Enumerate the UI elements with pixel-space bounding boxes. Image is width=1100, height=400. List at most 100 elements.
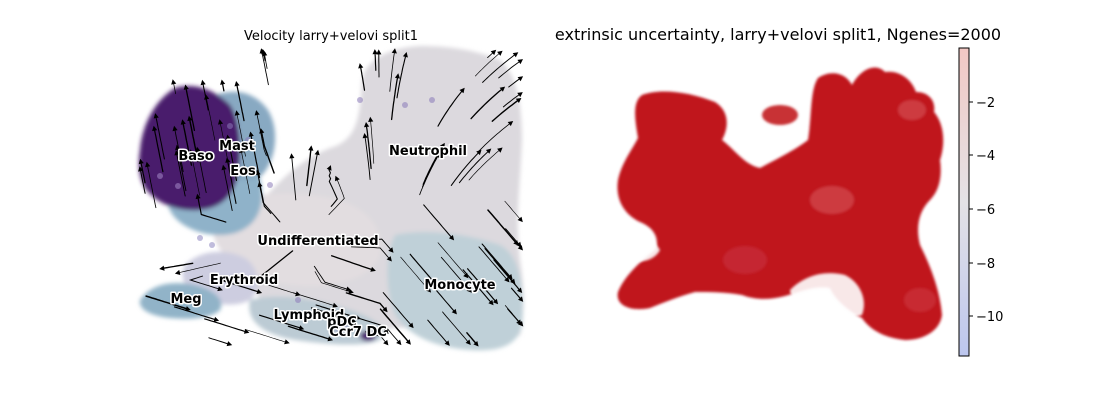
streamline [423,204,454,240]
streamline-arrowhead [386,256,392,262]
streamline-arrowhead [172,125,178,132]
streamline [196,148,207,194]
label-mast: Mast [219,139,255,154]
label-baso: Baso [178,149,213,164]
streamline [314,271,353,293]
streamline [328,177,345,215]
streamline [173,127,184,173]
streamline-arrowhead [195,146,201,153]
uncertainty-panel: extrinsic uncertainty, larry+velovi spli… [555,25,1003,357]
velocity-streamlines [139,49,523,346]
streamline [184,85,196,132]
streamline-arrowhead [405,339,411,345]
streamline-arrowhead [370,266,376,272]
streamline-arrowhead [138,166,144,172]
streamline [346,314,388,334]
streamline-arrowhead [473,341,479,347]
streamline [219,120,230,166]
streamline [256,111,267,157]
streamline [493,259,522,293]
label-undifferentiated: Undifferentiated [257,234,378,249]
colorbar: −2 −4 −6 −8 −10 [958,47,1003,357]
streamline-arrowhead [517,59,523,65]
streamline [256,171,272,214]
streamline [244,329,289,344]
streamline-arrowhead [459,87,465,94]
streamline-arrowhead [175,144,181,151]
streamline [205,95,216,141]
streamline [173,306,218,321]
edge-patch [904,288,936,312]
streamline-arrowhead [517,76,524,82]
streamline-arrowhead [159,265,165,271]
streamline-arrowhead [516,241,522,248]
streamline [387,328,401,345]
streamline-arrowhead [382,306,388,313]
streamline-arrowhead [217,286,223,292]
scatter-speckles [157,97,435,303]
streamline [458,149,491,184]
streamline [196,195,227,223]
speckle [193,297,199,303]
streamline-arrowhead [256,289,263,294]
cluster-labels: Baso Mast Eos Neutrophil Undifferentiate… [169,138,497,342]
streamline [382,292,413,328]
streamline [258,314,303,330]
cluster-lymphoid-region [249,296,384,345]
streamline-arrowhead [448,235,455,241]
streamline [255,280,300,295]
speckle [267,182,273,188]
streamline-arrowhead [518,321,524,327]
streamline [175,151,186,197]
streamline [190,150,200,196]
colorbar-gradient [958,47,970,357]
streamline-arrowhead [383,339,389,346]
streamline-arrowhead [358,63,364,69]
streamline-arrowhead [492,298,499,305]
streamline-arrowhead [234,81,240,87]
streamline [437,242,468,278]
streamline-arrowhead [234,110,240,116]
streamline-arrowhead [435,284,441,290]
streamline [498,59,522,79]
streamline [250,132,261,178]
speckle [402,102,408,108]
streamline [139,160,146,184]
streamline-arrowhead [394,73,400,79]
streamline [352,238,393,252]
streamline [330,255,375,271]
label-lymphoid: Lymphoid [274,308,345,323]
streamline [310,307,355,322]
streamline-arrowhead [255,169,261,176]
streamline-arrowhead [174,269,181,275]
edge-patch [898,100,926,120]
streamline-arrowhead [364,122,370,128]
streamline [222,166,233,212]
streamline [390,74,399,121]
colorbar-ticks [969,101,973,317]
streamline [291,154,297,201]
speckle [429,97,435,103]
streamline-arrowhead [499,86,506,92]
streamline-arrowhead [402,52,408,58]
streamline-arrowhead [187,115,193,122]
streamline-arrowhead [451,308,457,315]
streamline [470,87,505,120]
streamline [502,92,522,108]
streamline [235,82,245,122]
speckle [175,183,181,189]
streamline-arrowhead [239,147,245,154]
streamline-arrowhead [243,328,250,334]
velocity-arrowheads [138,48,524,347]
streamline [419,153,440,196]
embedding-gap [620,220,660,262]
streamline-arrowhead [256,274,262,281]
streamline [188,275,222,291]
streamline-arrowhead [515,98,522,103]
edge-patch [762,105,798,125]
streamline [155,114,165,160]
streamline [260,129,275,174]
streamline [139,167,146,194]
streamline-arrowhead [248,131,254,137]
colorbar-tick-label: −6 [976,203,995,218]
